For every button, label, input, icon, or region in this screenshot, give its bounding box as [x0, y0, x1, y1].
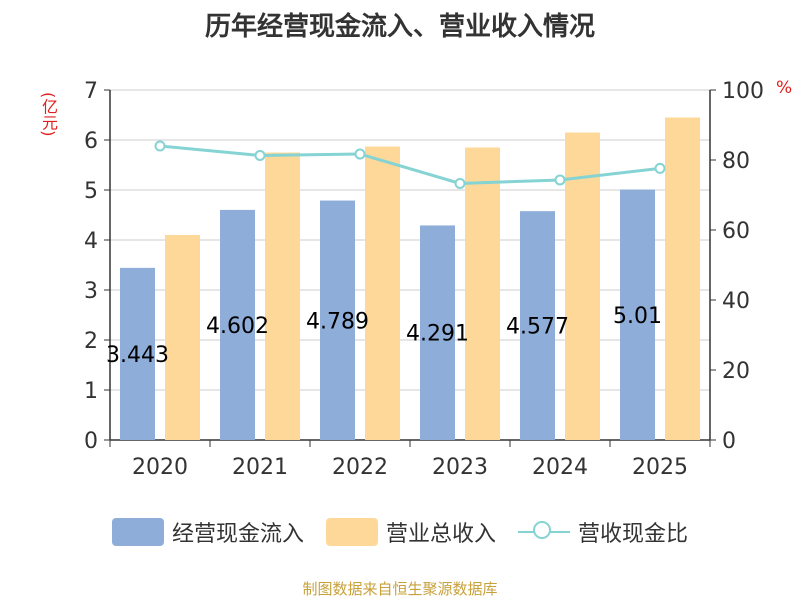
- legend-label-ratio: 营收现金比: [578, 522, 689, 547]
- x-tick-label: 2022: [332, 455, 388, 480]
- left-tick-label: 7: [84, 79, 98, 104]
- ratio-line-swatch-dot: [533, 521, 551, 539]
- right-tick-label: 80: [722, 149, 750, 174]
- legend-item-ratio[interactable]: 营收现金比: [518, 516, 688, 548]
- revenue-bar: [465, 147, 500, 440]
- legend-label-revenue: 营业总收入: [385, 522, 496, 547]
- left-tick-label: 2: [84, 329, 98, 354]
- x-tick-label: 2020: [132, 455, 188, 480]
- cash-inflow-swatch: [111, 518, 164, 546]
- source-note: 制图数据来自恒生聚源数据库: [302, 580, 498, 598]
- revenue-bar: [165, 235, 200, 440]
- x-tick-label: 2021: [232, 455, 288, 480]
- left-axis-unit: (亿元): [39, 92, 58, 137]
- ratio-point: [354, 148, 366, 160]
- right-tick-label: 40: [722, 289, 750, 314]
- cash-inflow-bar: [320, 200, 355, 440]
- right-tick-label: 100: [722, 79, 764, 104]
- x-tick-label: 2025: [632, 455, 688, 480]
- revenue-bar: [565, 132, 600, 440]
- ratio-point: [254, 149, 266, 161]
- revenue-bar: [365, 146, 400, 440]
- revenue-bar: [665, 117, 700, 440]
- right-tick-label: 0: [722, 429, 736, 454]
- ratio-point: [654, 162, 666, 174]
- cash-inflow-data-label: 3.443: [106, 343, 169, 368]
- cash-inflow-bar: [520, 211, 555, 440]
- right-tick-label: 20: [722, 359, 750, 384]
- left-tick-label: 3: [84, 279, 98, 304]
- legend: 经营现金流入 营业总收入 营收现金比: [0, 516, 800, 548]
- cash-inflow-data-label: 4.291: [406, 322, 469, 347]
- cash-inflow-data-label: 4.789: [306, 309, 369, 334]
- legend-label-cash-inflow: 经营现金流入: [171, 522, 304, 547]
- cash-inflow-data-label: 5.01: [613, 304, 662, 329]
- ratio-point: [154, 140, 166, 152]
- cash-inflow-bar: [220, 209, 255, 440]
- revenue-bar: [265, 152, 300, 440]
- right-tick-label: 60: [722, 219, 750, 244]
- ratio-point: [554, 174, 566, 186]
- legend-item-cash-inflow[interactable]: 经营现金流入: [111, 516, 304, 548]
- cash-inflow-data-label: 4.602: [206, 314, 269, 339]
- legend-item-revenue[interactable]: 营业总收入: [325, 516, 496, 548]
- chart-title: 历年经营现金流入、营业收入情况: [204, 12, 595, 42]
- ratio-point: [454, 177, 466, 189]
- left-tick-label: 1: [84, 379, 98, 404]
- left-tick-label: 4: [84, 229, 98, 254]
- cash-inflow-bar: [120, 267, 155, 440]
- left-tick-label: 6: [84, 129, 98, 154]
- left-tick-label: 0: [84, 429, 98, 454]
- right-axis-unit: %: [776, 78, 793, 98]
- cash-inflow-bar: [420, 225, 455, 440]
- left-tick-label: 5: [84, 179, 98, 204]
- ratio-line: [159, 144, 661, 185]
- cash-inflow-data-label: 4.577: [506, 315, 569, 340]
- x-tick-label: 2023: [432, 455, 488, 480]
- ratio-line-swatch: [518, 518, 570, 546]
- revenue-swatch: [325, 518, 378, 546]
- x-tick-label: 2024: [532, 455, 588, 480]
- cash-inflow-bar: [620, 189, 655, 440]
